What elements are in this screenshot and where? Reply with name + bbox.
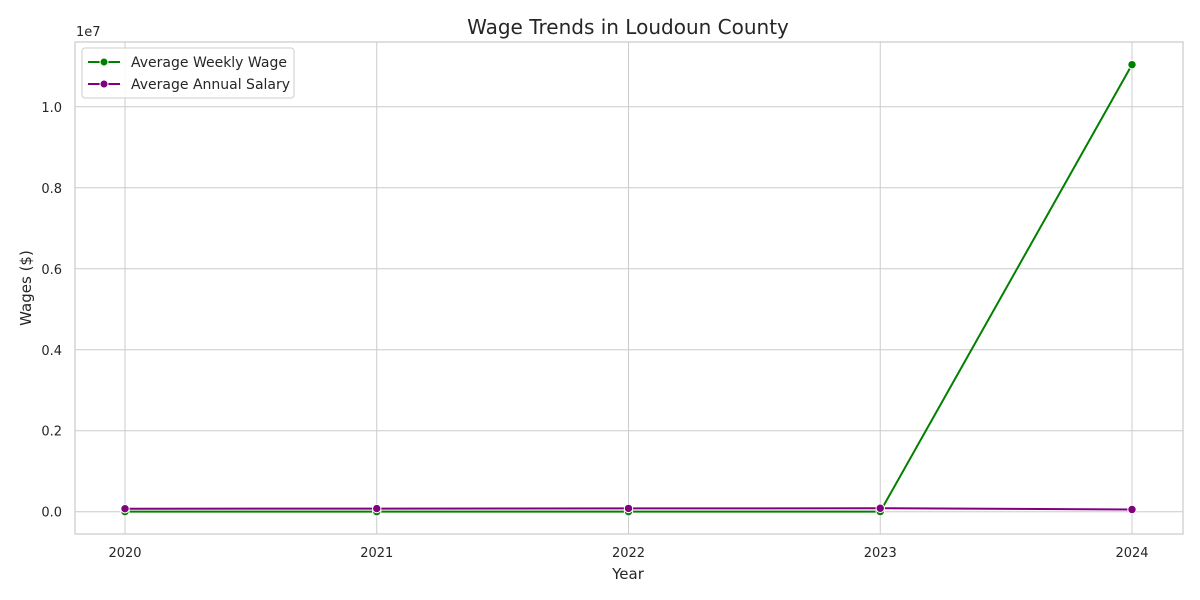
series-0-point <box>1127 59 1137 70</box>
legend-marker-annual <box>99 79 109 89</box>
x-tick-label: 2020 <box>108 546 141 561</box>
y-tick-label: 0.8 <box>41 182 62 197</box>
series-layer <box>120 59 1137 517</box>
x-axis-label: Year <box>611 565 645 583</box>
grid <box>75 42 1183 534</box>
y-tick-label: 0.6 <box>41 263 62 278</box>
series-1-point <box>875 503 885 513</box>
series-1-point <box>1127 504 1137 515</box>
legend: Average Weekly Wage Average Annual Salar… <box>81 47 295 99</box>
x-tick-label: 2023 <box>864 546 897 561</box>
y-axis-label: Wages ($) <box>17 250 35 326</box>
legend-label-annual: Average Annual Salary <box>131 77 290 93</box>
legend-label-weekly: Average Weekly Wage <box>131 55 287 71</box>
y-tick-label: 1.0 <box>41 101 62 116</box>
x-tick-labels: 2020 2021 2022 2023 2024 <box>108 546 1148 561</box>
chart-title: Wage Trends in Loudoun County <box>467 15 789 39</box>
legend-marker-weekly <box>99 57 109 67</box>
y-tick-label: 0.2 <box>41 425 62 440</box>
x-tick-label: 2022 <box>612 546 645 561</box>
series-1-point <box>372 503 382 514</box>
y-offset-label: 1e7 <box>76 25 101 40</box>
x-tick-label: 2021 <box>360 546 393 561</box>
legend-box <box>81 47 295 99</box>
plot-frame <box>74 41 1184 535</box>
y-tick-label: 0.0 <box>41 506 62 521</box>
y-tick-label: 0.4 <box>41 344 62 359</box>
series-1-point <box>120 503 130 514</box>
y-tick-labels: 0.0 0.2 0.4 0.6 0.8 1.0 <box>41 101 62 521</box>
series-1-point <box>623 503 634 514</box>
x-tick-label: 2024 <box>1115 546 1148 561</box>
